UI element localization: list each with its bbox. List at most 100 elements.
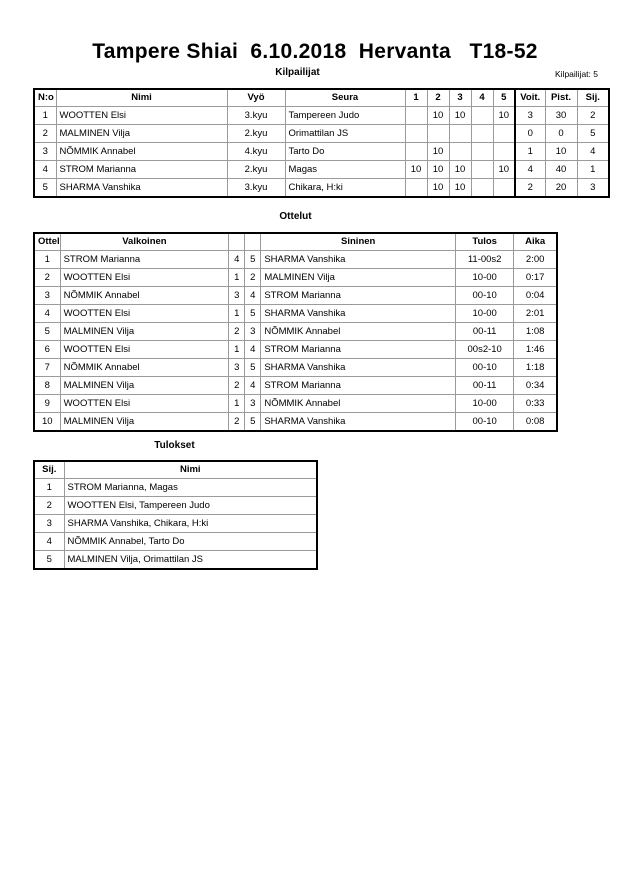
cell-match: 5 bbox=[33, 322, 61, 341]
cell-time: 2:01 bbox=[513, 304, 558, 323]
cell-number: 5 bbox=[33, 178, 57, 198]
page-title: Tampere Shiai 6.10.2018 Hervanta T18-52 bbox=[92, 40, 538, 63]
cell-white-no: 1 bbox=[228, 268, 246, 287]
cell-white: STROM Marianna bbox=[59, 250, 230, 269]
cell-round-1 bbox=[404, 124, 428, 143]
cell-match: 9 bbox=[33, 394, 61, 413]
cell-round-3 bbox=[448, 124, 472, 143]
col-header-blue-no bbox=[244, 232, 262, 251]
cell-result: 00s2-10 bbox=[455, 340, 515, 359]
cell-name: NÕMMIK Annabel bbox=[55, 142, 228, 161]
table-row: 5 MALMINEN Vilja 2 3 NÕMMIK Annabel 00-1… bbox=[33, 322, 558, 341]
competitor-count-label: Kilpailijat: 5 bbox=[555, 69, 598, 79]
cell-round-2: 10 bbox=[426, 106, 450, 125]
cell-time: 1:46 bbox=[513, 340, 558, 359]
cell-club: Chikara, H:ki bbox=[284, 178, 406, 198]
cell-place: 2 bbox=[33, 496, 65, 515]
matches-body: 1 STROM Marianna 4 5 SHARMA Vanshika 11-… bbox=[33, 250, 558, 432]
cell-points: 40 bbox=[544, 160, 578, 179]
results-body: 1 STROM Marianna, Magas 2 WOOTTEN Elsi, … bbox=[33, 478, 318, 570]
cell-points: 0 bbox=[544, 124, 578, 143]
table-row: 10 MALMINEN Vilja 2 5 SHARMA Vanshika 00… bbox=[33, 412, 558, 432]
cell-white-no: 3 bbox=[228, 286, 246, 305]
cell-place: 4 bbox=[33, 532, 65, 551]
table-row: 9 WOOTTEN Elsi 1 3 NÕMMIK Annabel 10-00 … bbox=[33, 394, 558, 413]
matches-table: Ottelu Valkoinen Sininen Tulos Aika 1 ST… bbox=[33, 232, 558, 432]
cell-result: 00-11 bbox=[455, 322, 515, 341]
table-row: 3 NÕMMIK Annabel 4.kyu Tarto Do 10 1 10 … bbox=[33, 142, 610, 161]
cell-round-2: 10 bbox=[426, 160, 450, 179]
cell-blue-no: 3 bbox=[244, 322, 262, 341]
cell-round-5 bbox=[492, 124, 516, 143]
cell-white: WOOTTEN Elsi bbox=[59, 304, 230, 323]
cell-round-1 bbox=[404, 178, 428, 198]
cell-match: 8 bbox=[33, 376, 61, 395]
table-row: 4 WOOTTEN Elsi 1 5 SHARMA Vanshika 10-00… bbox=[33, 304, 558, 323]
cell-wins: 0 bbox=[514, 124, 546, 143]
cell-blue-no: 4 bbox=[244, 376, 262, 395]
cell-round-5: 10 bbox=[492, 160, 516, 179]
col-header-white: Valkoinen bbox=[59, 232, 230, 251]
cell-time: 1:08 bbox=[513, 322, 558, 341]
cell-club: Magas bbox=[284, 160, 406, 179]
cell-result: 00-10 bbox=[455, 286, 515, 305]
cell-round-3: 10 bbox=[448, 106, 472, 125]
cell-club: Tarto Do bbox=[284, 142, 406, 161]
cell-name: SHARMA Vanshika, Chikara, H:ki bbox=[63, 514, 318, 533]
cell-white: WOOTTEN Elsi bbox=[59, 268, 230, 287]
cell-round-1 bbox=[404, 106, 428, 125]
competitors-section-caption: Kilpailijat bbox=[275, 67, 320, 78]
table-row: 7 NÕMMIK Annabel 3 5 SHARMA Vanshika 00-… bbox=[33, 358, 558, 377]
cell-wins: 1 bbox=[514, 142, 546, 161]
results-header-row: Sij. Nimi bbox=[33, 460, 318, 479]
cell-blue-no: 2 bbox=[244, 268, 262, 287]
cell-match: 7 bbox=[33, 358, 61, 377]
col-header-blue: Sininen bbox=[260, 232, 457, 251]
cell-points: 10 bbox=[544, 142, 578, 161]
table-row: 4 NÕMMIK Annabel, Tarto Do bbox=[33, 532, 318, 551]
cell-white: MALMINEN Vilja bbox=[59, 376, 230, 395]
cell-time: 0:08 bbox=[513, 412, 558, 432]
results-table: Sij. Nimi 1 STROM Marianna, Magas 2 WOOT… bbox=[33, 460, 318, 570]
cell-name: SHARMA Vanshika bbox=[55, 178, 228, 198]
col-header-place: Sij. bbox=[33, 460, 65, 479]
col-header-belt: Vyö bbox=[226, 88, 286, 107]
cell-round-5 bbox=[492, 142, 516, 161]
table-row: 1 WOOTTEN Elsi 3.kyu Tampereen Judo 10 1… bbox=[33, 106, 610, 125]
cell-belt: 3.kyu bbox=[226, 106, 286, 125]
cell-belt: 3.kyu bbox=[226, 178, 286, 198]
cell-match: 10 bbox=[33, 412, 61, 432]
cell-number: 4 bbox=[33, 160, 57, 179]
cell-blue: STROM Marianna bbox=[260, 286, 457, 305]
cell-place: 4 bbox=[576, 142, 610, 161]
cell-wins: 2 bbox=[514, 178, 546, 198]
cell-belt: 2.kyu bbox=[226, 124, 286, 143]
cell-result: 10-00 bbox=[455, 394, 515, 413]
cell-round-3: 10 bbox=[448, 160, 472, 179]
cell-round-4 bbox=[470, 124, 494, 143]
cell-white: WOOTTEN Elsi bbox=[59, 340, 230, 359]
cell-club: Tampereen Judo bbox=[284, 106, 406, 125]
col-header-round-5: 5 bbox=[492, 88, 516, 107]
cell-round-5 bbox=[492, 178, 516, 198]
cell-blue-no: 3 bbox=[244, 394, 262, 413]
col-header-round-1: 1 bbox=[404, 88, 428, 107]
cell-result: 00-10 bbox=[455, 412, 515, 432]
competitors-table: N:o Nimi Vyö Seura 1 2 3 4 5 Voit. Pist.… bbox=[33, 88, 610, 198]
cell-blue: STROM Marianna bbox=[260, 340, 457, 359]
table-row: 5 SHARMA Vanshika 3.kyu Chikara, H:ki 10… bbox=[33, 178, 610, 198]
cell-white-no: 2 bbox=[228, 412, 246, 432]
cell-name: STROM Marianna bbox=[55, 160, 228, 179]
cell-result: 11-00s2 bbox=[455, 250, 515, 269]
results-section-caption: Tulokset bbox=[154, 440, 195, 451]
cell-time: 0:17 bbox=[513, 268, 558, 287]
cell-round-1: 10 bbox=[404, 160, 428, 179]
cell-name: NÕMMIK Annabel, Tarto Do bbox=[63, 532, 318, 551]
col-header-match: Ottelu bbox=[33, 232, 61, 251]
cell-time: 0:33 bbox=[513, 394, 558, 413]
cell-place: 5 bbox=[576, 124, 610, 143]
competitors-body: 1 WOOTTEN Elsi 3.kyu Tampereen Judo 10 1… bbox=[33, 106, 610, 198]
cell-white: MALMINEN Vilja bbox=[59, 322, 230, 341]
col-header-round-4: 4 bbox=[470, 88, 494, 107]
table-row: 1 STROM Marianna 4 5 SHARMA Vanshika 11-… bbox=[33, 250, 558, 269]
